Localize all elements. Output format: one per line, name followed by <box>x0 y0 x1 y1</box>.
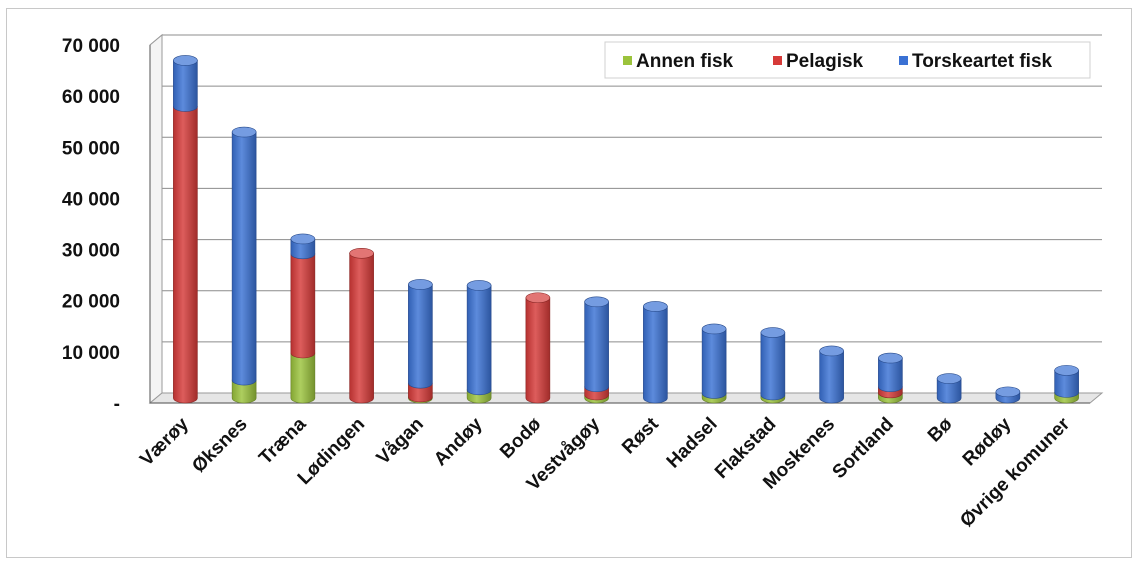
bar-cap <box>643 301 667 311</box>
bar-segment-torskeartet-fisk <box>820 351 844 403</box>
x-category-label: Bodø <box>496 413 545 462</box>
bar-segment-torskeartet-fisk <box>408 284 432 388</box>
y-tick-label: 10 000 <box>62 343 120 364</box>
bar-cap <box>232 127 256 137</box>
x-category-label: Værøy <box>136 413 193 470</box>
legend-swatch <box>623 56 632 65</box>
gridline <box>150 188 1102 198</box>
y-tick-label: 20 000 <box>62 292 120 313</box>
x-category-label: Andøy <box>430 413 487 470</box>
y-tick-label: 40 000 <box>62 189 120 210</box>
bar-layer <box>173 55 1078 403</box>
x-category-label: Øvrige komuner <box>956 413 1074 531</box>
bar-segment-torskeartet-fisk <box>585 302 609 392</box>
legend: Annen fisk Pelagisk Torskeartet fisk <box>605 42 1090 78</box>
bar-cap <box>585 297 609 307</box>
x-category-label: Træna <box>255 413 310 468</box>
bar-cap <box>702 324 726 334</box>
bar-segment-torskeartet-fisk <box>761 333 785 400</box>
bar-segment-pelagisk <box>291 254 315 358</box>
bar-segment-pelagisk <box>350 253 374 403</box>
legend-swatch <box>899 56 908 65</box>
bar-cap <box>1055 365 1079 375</box>
bar-cap <box>820 346 844 356</box>
bar-cap <box>526 293 550 303</box>
bar-cap <box>937 374 961 384</box>
bar-cap <box>467 280 491 290</box>
y-tick-label: 60 000 <box>62 87 120 108</box>
bar-segment-torskeartet-fisk <box>467 285 491 394</box>
legend-label: Pelagisk <box>786 51 864 72</box>
gridline <box>150 86 1102 96</box>
side-wall <box>150 35 162 403</box>
bar-segment-pelagisk <box>173 106 197 403</box>
bar-cap <box>173 55 197 65</box>
legend-label: Torskeartet fisk <box>912 51 1053 72</box>
x-category-label: Sortland <box>829 414 898 483</box>
bar-cap <box>761 328 785 338</box>
bar-segment-torskeartet-fisk <box>232 132 256 385</box>
x-category-label: Vågan <box>373 414 428 469</box>
legend-label: Annen fisk <box>636 51 734 72</box>
x-category-label: Rødøy <box>959 413 1016 470</box>
y-tick-label: 70 000 <box>62 36 120 57</box>
bar-cap <box>350 248 374 258</box>
y-tick-label: 50 000 <box>62 138 120 159</box>
x-category-label: Hadsel <box>663 414 722 473</box>
bar-segment-annen-fisk <box>291 353 315 403</box>
x-category-label: Øksnes <box>188 414 251 477</box>
bar-cap <box>996 387 1020 397</box>
bar-cap <box>878 353 902 363</box>
bar-cap <box>291 234 315 244</box>
label-layer: 70 000 60 000 50 000 40 000 30 000 20 000 10 0… <box>62 36 1075 532</box>
y-tick-label: 30 000 <box>62 241 120 262</box>
bar-segment-torskeartet-fisk <box>173 60 197 111</box>
gridline <box>150 137 1102 147</box>
x-category-label: Bø <box>924 413 957 446</box>
y-tick-label: - <box>114 394 120 415</box>
bar-segment-pelagisk <box>526 298 550 403</box>
bar-segment-torskeartet-fisk <box>702 329 726 398</box>
legend-swatch <box>773 56 782 65</box>
bar-cap <box>408 279 432 289</box>
bar-segment-torskeartet-fisk <box>643 306 667 403</box>
x-category-label: Røst <box>618 413 663 458</box>
